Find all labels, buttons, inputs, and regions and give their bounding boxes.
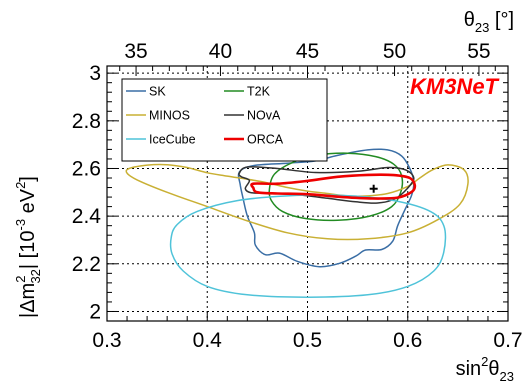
legend-box — [121, 78, 328, 162]
legend-item-orca: ORCA — [224, 133, 284, 147]
y-tick-label: 2.6 — [72, 157, 101, 180]
legend-label: NOvA — [247, 109, 281, 123]
legend-label: IceCube — [149, 133, 196, 147]
x2-tick-label: 40 — [209, 40, 232, 63]
x2-tick-label: 50 — [383, 40, 406, 63]
legend: SK T2K MINOS NOvA IceCube ORCA — [121, 78, 328, 162]
x-tick-label: 0.3 — [92, 329, 121, 352]
legend-label: SK — [149, 85, 166, 99]
contour-orca — [250, 173, 417, 200]
x-tick-label: 0.6 — [393, 329, 422, 352]
x-tick-label: 0.5 — [293, 329, 322, 352]
y-tick-label: 2.4 — [72, 205, 102, 228]
brand-label: KM3NeT — [410, 74, 500, 99]
contour-icecube — [169, 194, 447, 298]
x2-tick-label: 35 — [124, 40, 147, 63]
y-tick-label: 3 — [89, 62, 101, 85]
legend-label: ORCA — [247, 133, 284, 147]
x2-axis-title: θ23 [°] — [464, 9, 514, 35]
y-tick-label: 2 — [89, 300, 101, 323]
contour-series — [125, 148, 469, 298]
axis-ticks: 0.3 0.4 0.5 0.6 0.7 2 2.2 2.4 2.6 2.8 3 35 40 45 50 55 — [72, 40, 523, 352]
contour-minos — [125, 163, 469, 241]
x-tick-label: 0.4 — [193, 329, 223, 352]
x-tick-label: 0.7 — [493, 329, 522, 352]
legend-item-sk: SK — [126, 85, 166, 99]
legend-item-minos: MINOS — [126, 109, 190, 123]
contour-t2k — [268, 152, 404, 222]
legend-label: MINOS — [149, 109, 190, 123]
legend-item-nova: NOvA — [224, 109, 281, 123]
legend-item-icecube: IceCube — [126, 133, 196, 147]
best-fit-marker — [369, 184, 378, 193]
contour-nova — [238, 166, 415, 204]
x2-tick-label: 45 — [296, 40, 319, 63]
contour-sk — [237, 148, 415, 268]
y-tick-label: 2.8 — [72, 110, 101, 133]
y-axis-title: |Δm232| [10-3 eV2] — [13, 176, 43, 318]
legend-label: T2K — [247, 85, 271, 99]
x-axis-title: sin2θ23 — [456, 354, 514, 383]
y-tick-label: 2.2 — [72, 253, 101, 276]
legend-item-t2k: T2K — [224, 85, 271, 99]
x2-tick-label: 55 — [467, 40, 490, 63]
